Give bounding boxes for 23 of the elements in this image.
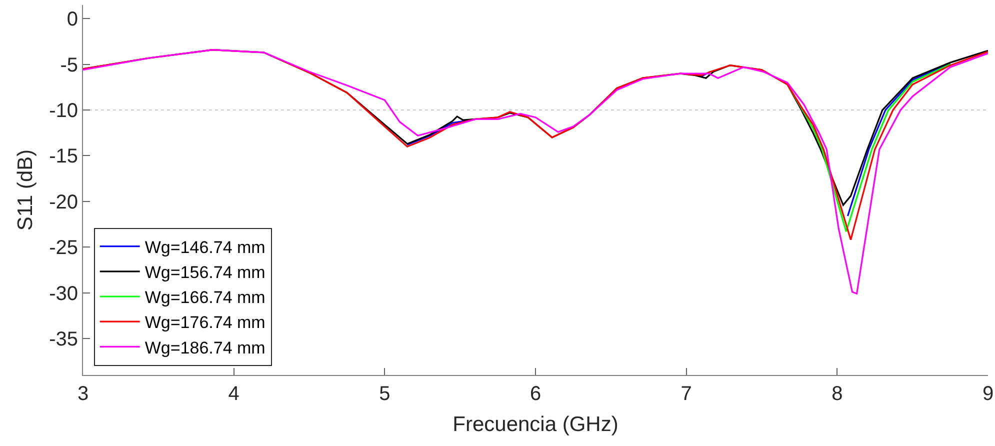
y-tick-label: -25 (49, 237, 78, 260)
x-tick-label: 6 (530, 383, 542, 405)
y-tick-label: -30 (49, 282, 78, 305)
y-tick-label: -10 (49, 100, 78, 122)
y-axis-title: S11 (dB) (14, 149, 38, 231)
legend-label: Wg=176.74 mm (144, 313, 266, 332)
y-tick-label: -35 (49, 328, 78, 350)
x-tick-label: 7 (680, 383, 692, 405)
x-tick-label: 4 (228, 383, 240, 405)
y-tick-label: -15 (49, 146, 78, 168)
x-tick-label: 8 (832, 383, 843, 405)
line-series (786, 64, 952, 232)
legend-label: Wg=146.74 mm (144, 238, 266, 257)
legend-label: Wg=156.74 mm (144, 263, 266, 282)
legend-label: Wg=186.74 mm (144, 338, 266, 358)
x-axis-title: Frecuencia (GHz) (452, 413, 618, 436)
y-tick-label: -5 (60, 54, 78, 76)
x-tick-label: 3 (77, 383, 89, 405)
y-tick-label: 0 (66, 8, 78, 31)
y-tick-label: -20 (49, 191, 78, 214)
legend-label: Wg=166.74 mm (144, 288, 266, 308)
x-tick-label: 5 (379, 383, 390, 405)
x-tick-label: 9 (982, 383, 994, 405)
